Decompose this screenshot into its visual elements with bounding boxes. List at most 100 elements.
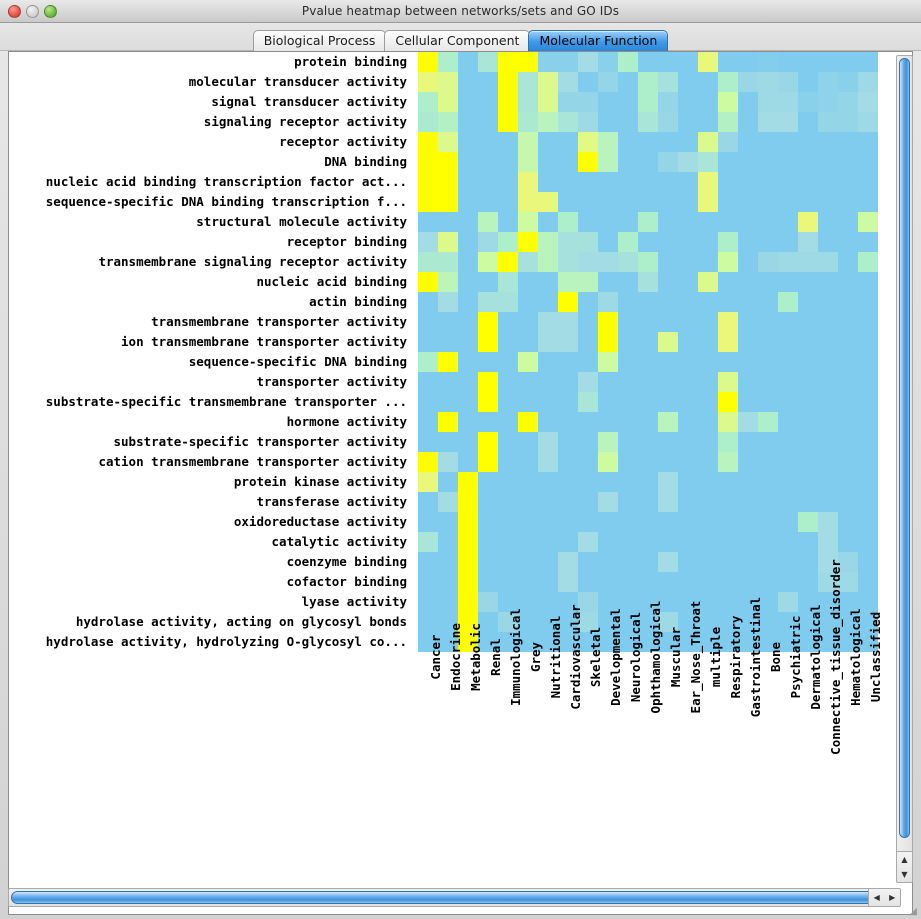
heatmap-cell[interactable] [798,332,818,352]
heatmap-cell[interactable] [798,432,818,452]
heatmap-cell[interactable] [778,592,798,612]
heatmap-cell[interactable] [618,192,638,212]
heatmap-cell[interactable] [518,512,538,532]
heatmap-cell[interactable] [598,112,618,132]
heatmap-cell[interactable] [838,92,858,112]
heatmap-cell[interactable] [418,72,438,92]
heatmap-cell[interactable] [638,332,658,352]
heatmap-cell[interactable] [678,452,698,472]
heatmap-cell[interactable] [438,312,458,332]
heatmap-cell[interactable] [818,132,838,152]
heatmap-cell[interactable] [838,72,858,92]
heatmap-cell[interactable] [458,512,478,532]
heatmap-cell[interactable] [838,552,858,572]
heatmap-cell[interactable] [778,152,798,172]
heatmap-cell[interactable] [518,552,538,572]
heatmap-cell[interactable] [418,292,438,312]
heatmap-cell[interactable] [418,612,438,632]
scroll-left-icon[interactable]: ◀ [873,892,880,902]
heatmap-cell[interactable] [418,512,438,532]
heatmap-cell[interactable] [678,152,698,172]
heatmap-cell[interactable] [458,532,478,552]
heatmap-cell[interactable] [758,272,778,292]
heatmap-cell[interactable] [658,412,678,432]
heatmap-cell[interactable] [438,432,458,452]
heatmap-cell[interactable] [618,592,638,612]
heatmap-cell[interactable] [798,312,818,332]
heatmap-cell[interactable] [478,192,498,212]
heatmap-cell[interactable] [558,292,578,312]
heatmap-cell[interactable] [598,432,618,452]
heatmap-cell[interactable] [538,472,558,492]
heatmap-cell[interactable] [458,172,478,192]
heatmap-cell[interactable] [698,412,718,432]
heatmap-cell[interactable] [738,292,758,312]
heatmap-cell[interactable] [698,332,718,352]
heatmap-cell[interactable] [518,152,538,172]
heatmap-cell[interactable] [538,432,558,452]
heatmap-cell[interactable] [498,232,518,252]
heatmap-cell[interactable] [698,132,718,152]
heatmap-cell[interactable] [418,552,438,572]
heatmap-cell[interactable] [638,212,658,232]
heatmap-cell[interactable] [418,592,438,612]
heatmap-cell[interactable] [438,52,458,72]
heatmap-cell[interactable] [778,52,798,72]
heatmap-cell[interactable] [618,472,638,492]
heatmap-cell[interactable] [518,352,538,372]
heatmap-cell[interactable] [618,452,638,472]
heatmap-cell[interactable] [718,612,738,632]
heatmap-cell[interactable] [478,232,498,252]
heatmap-cell[interactable] [738,512,758,532]
heatmap-cell[interactable] [758,212,778,232]
resize-grip-icon[interactable]: ◢ [909,906,917,917]
heatmap-cell[interactable] [698,432,718,452]
heatmap-cell[interactable] [718,472,738,492]
heatmap-cell[interactable] [558,172,578,192]
heatmap-cell[interactable] [838,612,858,632]
heatmap-cell[interactable] [798,572,818,592]
heatmap-cell[interactable] [498,592,518,612]
heatmap-cell[interactable] [518,332,538,352]
heatmap-cell[interactable] [458,612,478,632]
heatmap-cell[interactable] [758,112,778,132]
heatmap-cell[interactable] [418,132,438,152]
heatmap-cell[interactable] [678,432,698,452]
heatmap-cell[interactable] [598,72,618,92]
heatmap-cell[interactable] [818,332,838,352]
heatmap-cell[interactable] [718,172,738,192]
heatmap-cell[interactable] [518,592,538,612]
heatmap-cell[interactable] [638,72,658,92]
heatmap-cell[interactable] [418,572,438,592]
heatmap-cell[interactable] [558,492,578,512]
heatmap-cell[interactable] [598,172,618,192]
heatmap-cell[interactable] [538,352,558,372]
heatmap-cell[interactable] [658,472,678,492]
heatmap-cell[interactable] [658,212,678,232]
heatmap-cell[interactable] [518,112,538,132]
heatmap-cell[interactable] [598,272,618,292]
heatmap-cell[interactable] [798,92,818,112]
heatmap-cell[interactable] [778,292,798,312]
heatmap-cell[interactable] [738,92,758,112]
heatmap-cell[interactable] [658,552,678,572]
heatmap-cell[interactable] [618,292,638,312]
heatmap-cell[interactable] [658,292,678,312]
heatmap-cell[interactable] [718,152,738,172]
heatmap-cell[interactable] [698,212,718,232]
heatmap-cell[interactable] [638,252,658,272]
heatmap-cell[interactable] [438,132,458,152]
heatmap-cell[interactable] [838,132,858,152]
heatmap-cell[interactable] [798,72,818,92]
heatmap-cell[interactable] [638,292,658,312]
heatmap-cell[interactable] [738,212,758,232]
heatmap-cell[interactable] [578,452,598,472]
heatmap-cell[interactable] [538,292,558,312]
heatmap-cell[interactable] [638,52,658,72]
heatmap-cell[interactable] [778,392,798,412]
heatmap-cell[interactable] [758,632,778,652]
heatmap-cell[interactable] [698,192,718,212]
heatmap-cell[interactable] [798,352,818,372]
heatmap-cell[interactable] [458,312,478,332]
heatmap-cell[interactable] [758,172,778,192]
